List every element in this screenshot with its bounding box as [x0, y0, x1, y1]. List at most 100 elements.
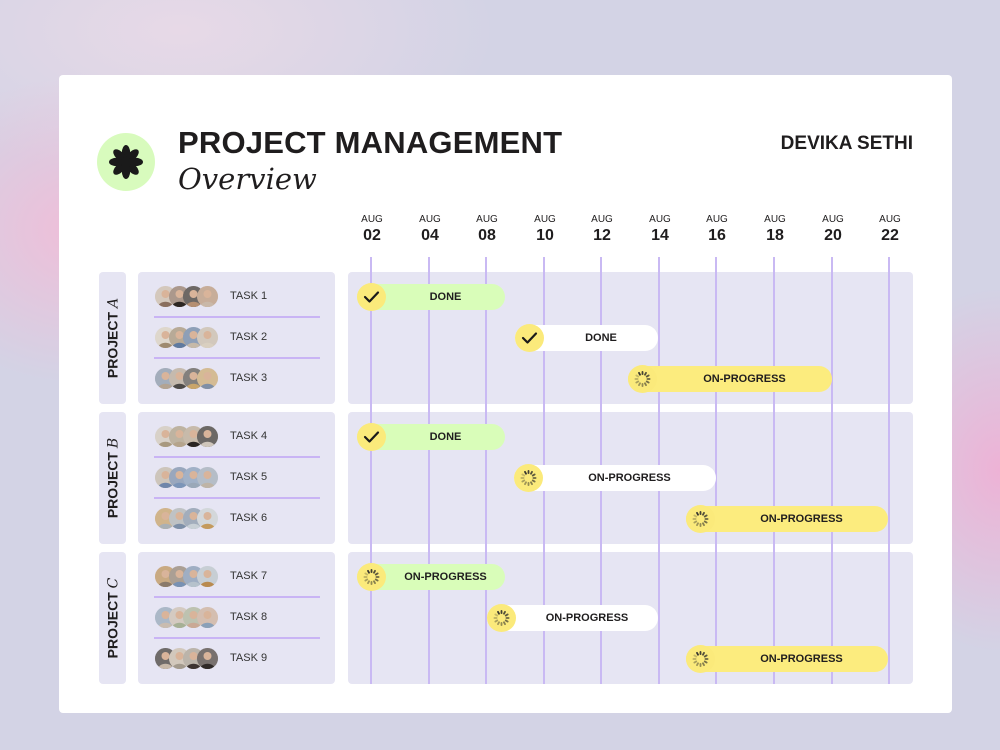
row-divider: [154, 637, 320, 639]
status-icon-badge: [357, 563, 386, 591]
status-icon-badge: [514, 464, 543, 492]
task-bar[interactable]: DONE: [515, 324, 658, 352]
grid-line: [888, 257, 890, 684]
avatar[interactable]: [197, 368, 218, 389]
check-icon: [363, 431, 380, 443]
day-label: 02: [363, 227, 381, 244]
status-icon-badge: [628, 365, 657, 393]
status-icon-badge: [357, 423, 386, 451]
grid-line: [831, 257, 833, 684]
avatar[interactable]: [197, 607, 218, 628]
assignee-avatars[interactable]: [155, 607, 219, 628]
status-icon-badge: [686, 645, 715, 673]
day-label: 04: [421, 227, 439, 244]
task-bar[interactable]: ON-PROGRESS: [357, 563, 505, 591]
status-icon-badge: [515, 324, 544, 352]
logo: [97, 133, 155, 191]
avatar[interactable]: [197, 508, 218, 529]
assignee-avatars[interactable]: [155, 508, 219, 529]
task-list: TASK 4 TASK 5 TASK 6: [138, 412, 335, 544]
task-name: TASK 2: [230, 331, 268, 343]
day-label: 22: [881, 227, 899, 244]
task-row[interactable]: TASK 7: [138, 556, 335, 597]
date-column-header: AUG 12: [577, 214, 627, 246]
flower-asterisk-icon: [109, 145, 143, 179]
month-label: AUG: [706, 214, 728, 225]
task-row[interactable]: TASK 6: [138, 498, 335, 539]
task-name: TASK 7: [230, 570, 268, 582]
project-name: PROJECT C: [104, 577, 121, 659]
status-label: DONE: [585, 332, 617, 344]
task-row[interactable]: TASK 3: [138, 358, 335, 399]
assignee-avatars[interactable]: [155, 327, 219, 348]
day-label: 20: [824, 227, 842, 244]
avatar[interactable]: [197, 566, 218, 587]
task-bar[interactable]: ON-PROGRESS: [686, 505, 888, 533]
day-label: 18: [766, 227, 784, 244]
task-bar[interactable]: ON-PROGRESS: [487, 604, 658, 632]
task-bar[interactable]: DONE: [357, 423, 505, 451]
assignee-avatars[interactable]: [155, 286, 219, 307]
grid-line: [773, 257, 775, 684]
date-column-header: AUG 14: [635, 214, 685, 246]
assignee-avatars[interactable]: [155, 368, 219, 389]
task-bar[interactable]: ON-PROGRESS: [628, 365, 832, 393]
task-list: TASK 7 TASK 8 TASK 9: [138, 552, 335, 684]
date-column-header: AUG 16: [692, 214, 742, 246]
status-label: ON-PROGRESS: [588, 472, 671, 484]
row-divider: [154, 357, 320, 359]
task-name: TASK 5: [230, 471, 268, 483]
date-column-header: AUG 22: [865, 214, 915, 246]
date-column-header: AUG 08: [462, 214, 512, 246]
task-name: TASK 8: [230, 611, 268, 623]
task-row[interactable]: TASK 1: [138, 276, 335, 317]
task-row[interactable]: TASK 4: [138, 416, 335, 457]
assignee-avatars[interactable]: [155, 467, 219, 488]
assignee-avatars[interactable]: [155, 566, 219, 587]
avatar[interactable]: [197, 327, 218, 348]
task-row[interactable]: TASK 9: [138, 638, 335, 679]
task-row[interactable]: TASK 8: [138, 597, 335, 638]
month-label: AUG: [476, 214, 498, 225]
date-column-header: AUG 20: [808, 214, 858, 246]
task-bar[interactable]: ON-PROGRESS: [514, 464, 716, 492]
status-label: ON-PROGRESS: [760, 653, 843, 665]
assignee-avatars[interactable]: [155, 648, 219, 669]
status-icon-badge: [686, 505, 715, 533]
date-column-header: AUG 10: [520, 214, 570, 246]
task-name: TASK 6: [230, 512, 268, 524]
project-label-a: PROJECT A: [99, 272, 126, 404]
grid-line: [485, 257, 487, 684]
avatar[interactable]: [197, 426, 218, 447]
avatar[interactable]: [197, 286, 218, 307]
check-icon: [521, 332, 538, 344]
spinner-icon: [363, 569, 380, 585]
avatar[interactable]: [197, 467, 218, 488]
day-label: 08: [478, 227, 496, 244]
row-divider: [154, 497, 320, 499]
spinner-icon: [634, 371, 651, 387]
author-name: DEVIKA SETHI: [780, 133, 913, 154]
month-label: AUG: [822, 214, 844, 225]
task-row[interactable]: TASK 2: [138, 317, 335, 358]
task-name: TASK 9: [230, 652, 268, 664]
avatar[interactable]: [197, 648, 218, 669]
spinner-icon: [493, 610, 510, 626]
task-bar[interactable]: ON-PROGRESS: [686, 645, 888, 673]
task-bar[interactable]: DONE: [357, 283, 505, 311]
grid-line: [370, 257, 372, 684]
check-icon: [363, 291, 380, 303]
assignee-avatars[interactable]: [155, 426, 219, 447]
page-title: PROJECT MANAGEMENT: [178, 125, 563, 160]
status-label: ON-PROGRESS: [760, 513, 843, 525]
row-divider: [154, 456, 320, 458]
date-column-header: AUG 18: [750, 214, 800, 246]
task-name: TASK 3: [230, 372, 268, 384]
task-row[interactable]: TASK 5: [138, 457, 335, 498]
month-label: AUG: [361, 214, 383, 225]
day-label: 12: [593, 227, 611, 244]
project-name: PROJECT B: [104, 437, 121, 519]
project-name: PROJECT A: [104, 297, 121, 379]
status-label: ON-PROGRESS: [404, 571, 487, 583]
project-label-c: PROJECT C: [99, 552, 126, 684]
